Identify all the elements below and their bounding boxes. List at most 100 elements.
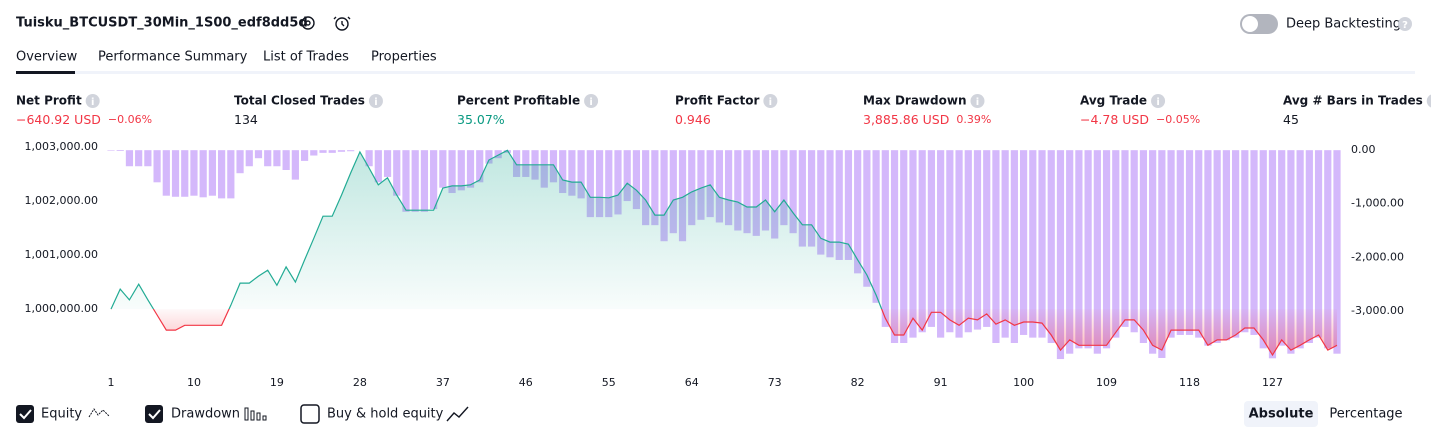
drawdown-bar: [1259, 150, 1267, 349]
drawdown-bar: [688, 150, 696, 226]
drawdown-bar: [798, 150, 806, 247]
settings-icon[interactable]: [301, 16, 315, 30]
info-icon[interactable]: i: [970, 94, 985, 108]
drawdown-bar: [1102, 150, 1111, 349]
info-icon[interactable]: i: [85, 94, 100, 108]
chart: 1,000,000.00 1,001,000.00 1,002,000.00 1,00…: [25, 140, 1404, 389]
drawdown-bar: [162, 150, 170, 196]
drawdown-bar: [1204, 150, 1212, 346]
drawdown-bar: [1305, 150, 1313, 343]
drawdown-bar: [171, 150, 180, 197]
metric-label: Max Drawdown: [863, 94, 966, 108]
info-icon[interactable]: i: [763, 94, 778, 108]
drawdown-bar: [1001, 150, 1009, 338]
tab[interactable]: Properties: [371, 50, 437, 65]
x-tick-label: 64: [685, 376, 699, 389]
drawdown-bar: [715, 150, 723, 223]
buy-hold-checkbox[interactable]: [300, 404, 320, 424]
drawdown-bar: [937, 150, 945, 338]
mode-button[interactable]: Percentage: [1329, 407, 1402, 422]
drawdown-bar: [568, 150, 576, 196]
drawdown-bar: [780, 150, 788, 226]
drawdown-bar: [1314, 150, 1323, 338]
drawdown-bar: [927, 150, 936, 327]
drawdown-bar: [512, 150, 521, 177]
drawdown-bar: [642, 150, 650, 226]
drawdown-bar: [1176, 150, 1184, 335]
drawdown-bar: [393, 150, 401, 196]
metric-label: Avg # Bars in Trades: [1283, 94, 1423, 108]
drawdown-bar: [761, 150, 770, 231]
drawdown-bar: [1149, 150, 1157, 354]
info-icon[interactable]: i: [1151, 94, 1166, 108]
drawdown-bar: [1324, 150, 1332, 349]
mode-button-active[interactable]: [1244, 401, 1318, 427]
info-glyph: i: [976, 97, 979, 108]
x-tick-label: 127: [1262, 376, 1283, 389]
drawdown-bar: [1075, 150, 1083, 349]
drawdown-bar: [1038, 150, 1046, 338]
metric-label: Net Profit: [16, 94, 82, 108]
x-tick-label: 28: [353, 376, 367, 389]
y-tick-label: 1,000,000.00: [25, 302, 98, 315]
toggle-label: Deep Backtesting: [1286, 17, 1401, 32]
drawdown-bar: [494, 150, 502, 159]
drawdown-bar: [125, 150, 134, 167]
mode-button[interactable]: Absolute: [1249, 407, 1314, 422]
tab[interactable]: List of Trades: [263, 50, 349, 65]
drawdown-bar: [383, 150, 392, 177]
x-tick-label: 10: [187, 376, 201, 389]
info-circle: [584, 94, 599, 108]
help-icon[interactable]: ?: [1398, 17, 1412, 31]
drawdown-bar: [826, 150, 834, 258]
y2-tick-label: 0.00: [1351, 143, 1376, 156]
drawdown-bar: [218, 150, 226, 199]
deep-backtesting-toggle[interactable]: [1240, 14, 1278, 34]
drawdown-bar: [466, 150, 475, 188]
drawdown-bar: [1195, 150, 1203, 338]
drawdown-bar: [1084, 150, 1092, 349]
x-tick-label: 37: [436, 376, 450, 389]
drawdown-bar: [402, 150, 410, 212]
drawdown-bar: [595, 150, 604, 218]
drawdown-bar: [817, 150, 825, 255]
buy-hold-icon: [446, 406, 469, 422]
drawdown-bar: [1121, 150, 1129, 327]
tab[interactable]: Performance Summary: [98, 50, 248, 65]
alert-icon[interactable]: [333, 16, 351, 31]
drawdown-bar: [300, 150, 309, 161]
legend-label: Drawdown: [171, 407, 240, 422]
equity-checkbox[interactable]: [16, 405, 34, 423]
metric-value-text: 134: [234, 112, 258, 127]
info-icon[interactable]: i: [584, 94, 599, 108]
info-circle: [763, 94, 778, 108]
info-glyph: i: [1156, 97, 1159, 108]
drawdown-bar: [955, 150, 963, 338]
metric-value: −4.78 USD −0.05%: [1080, 112, 1200, 127]
tab[interactable]: Overview: [16, 50, 78, 65]
drawdown-bar: [107, 150, 115, 151]
drawdown-bar: [973, 150, 982, 330]
metric-label: Profit Factor: [675, 94, 759, 108]
drawdown-bar: [623, 150, 631, 202]
info-icon[interactable]: i: [368, 94, 383, 108]
active-tab-indicator: [16, 71, 75, 74]
drawdown-bar: [328, 150, 336, 153]
y2-tick-label: -1,000.00: [1351, 197, 1404, 210]
drawdown-bar: [1241, 150, 1249, 333]
x-tick-label: 91: [934, 376, 948, 389]
drawdown-bar: [706, 150, 714, 218]
drawdown-bar: [1250, 150, 1258, 335]
drawdown-bar: [1268, 150, 1277, 359]
drawdown-bar: [1287, 150, 1295, 354]
metric-value: 134: [234, 112, 258, 127]
info-icon[interactable]: i: [1426, 94, 1431, 108]
drawdown-bar: [881, 150, 889, 327]
drawdown-checkbox[interactable]: [145, 405, 163, 423]
metric-value-text: −640.92 USD: [16, 112, 101, 127]
drawdown-bar: [310, 150, 318, 156]
info-glyph: i: [769, 97, 772, 108]
strategy-title: Tuisku_BTCUSDT_30Min_1S00_edf8dd5d: [16, 16, 308, 31]
drawdown-bar: [236, 150, 244, 174]
